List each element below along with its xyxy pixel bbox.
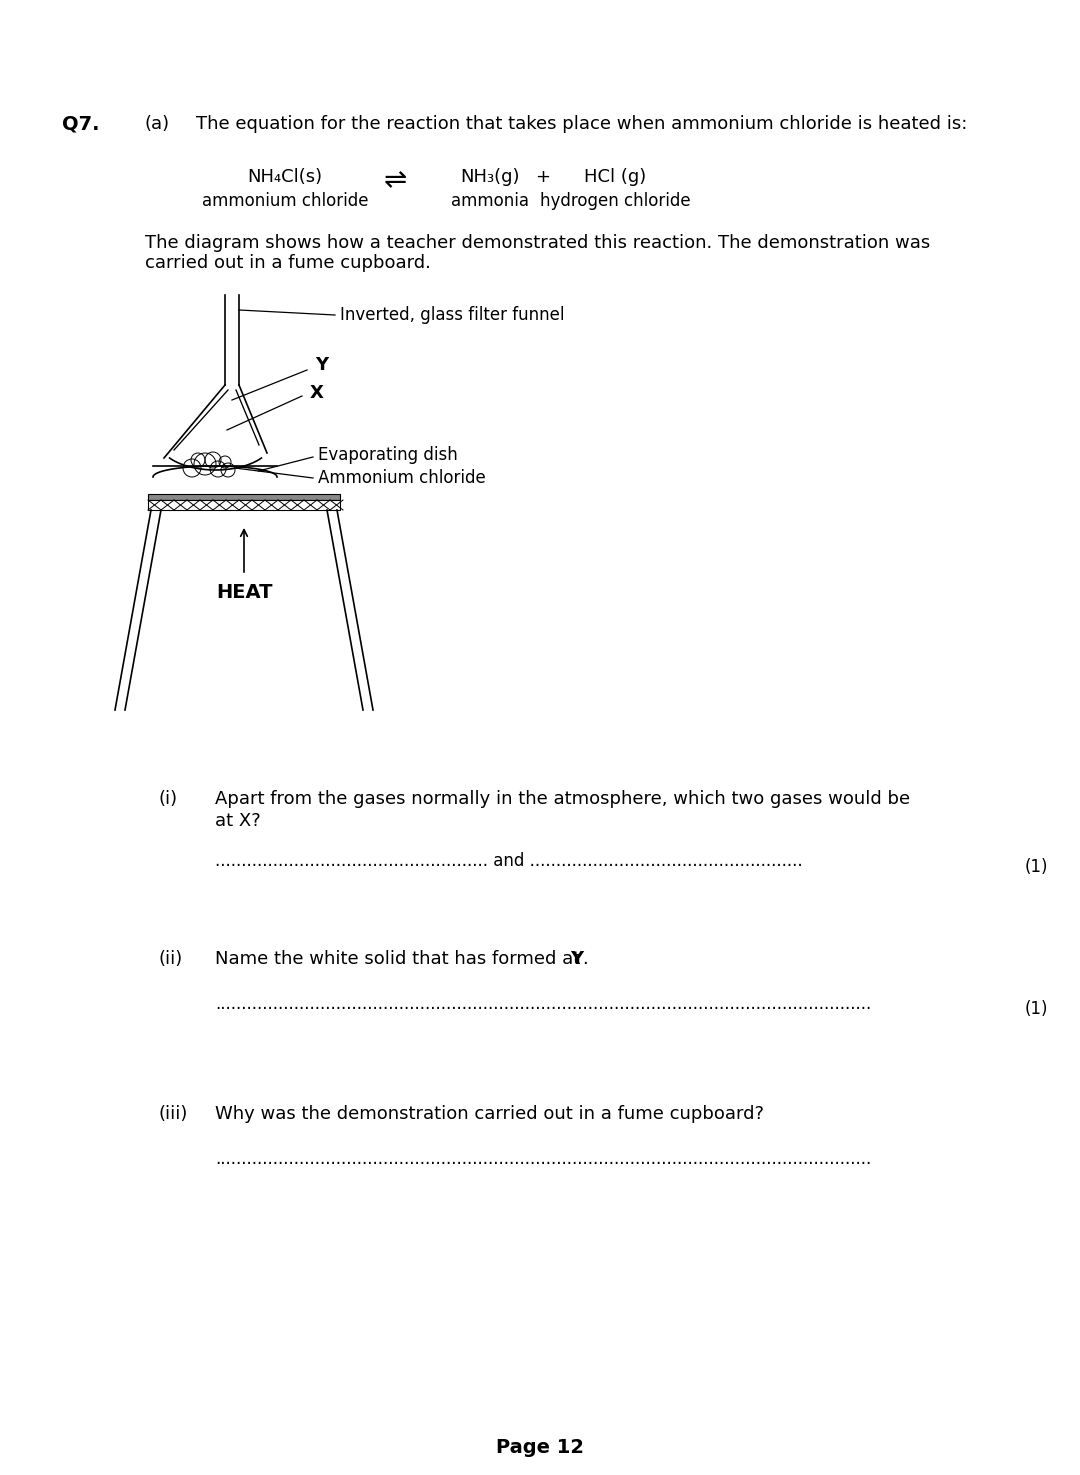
Text: X: X [310,384,324,403]
Text: .: . [582,950,588,968]
Text: Ammonium chloride: Ammonium chloride [318,469,486,487]
Text: hydrogen chloride: hydrogen chloride [540,192,690,209]
Text: ammonium chloride: ammonium chloride [202,192,368,209]
Text: .................................................... and .......................: ........................................… [215,853,802,870]
Text: Apart from the gases normally in the atmosphere, which two gases would be: Apart from the gases normally in the atm… [215,791,910,808]
Text: +: + [536,168,551,186]
Text: (i): (i) [158,791,177,808]
Text: NH₃(g): NH₃(g) [460,168,519,186]
Text: ⇌: ⇌ [383,167,407,195]
Text: (iii): (iii) [158,1105,187,1122]
Bar [148,494,340,500]
Text: Y: Y [570,950,583,968]
Text: HCl (g): HCl (g) [584,168,646,186]
Text: (a): (a) [145,115,171,133]
Text: (ii): (ii) [158,950,183,968]
Text: HEAT: HEAT [216,583,272,602]
Text: at X?: at X? [215,813,260,830]
Text: (1): (1) [1025,1000,1048,1018]
Text: NH₄Cl(s): NH₄Cl(s) [247,168,323,186]
Text: Page 12: Page 12 [496,1438,584,1457]
Text: (1): (1) [1025,858,1048,876]
Text: Y: Y [315,355,328,375]
Text: Inverted, glass filter funnel: Inverted, glass filter funnel [340,305,565,324]
Text: Name the white solid that has formed at: Name the white solid that has formed at [215,950,586,968]
Text: ammonia: ammonia [451,192,529,209]
Text: The diagram shows how a teacher demonstrated this reaction. The demonstration wa: The diagram shows how a teacher demonstr… [145,235,930,252]
Text: The equation for the reaction that takes place when ammonium chloride is heated : The equation for the reaction that takes… [195,115,968,133]
Text: carried out in a fume cupboard.: carried out in a fume cupboard. [145,254,431,271]
Text: ................................................................................: ........................................… [215,1150,872,1168]
Bar [148,500,340,510]
Text: Q7.: Q7. [62,115,99,134]
Text: Why was the demonstration carried out in a fume cupboard?: Why was the demonstration carried out in… [215,1105,764,1122]
Text: ................................................................................: ........................................… [215,996,872,1013]
Text: Evaporating dish: Evaporating dish [318,445,458,465]
